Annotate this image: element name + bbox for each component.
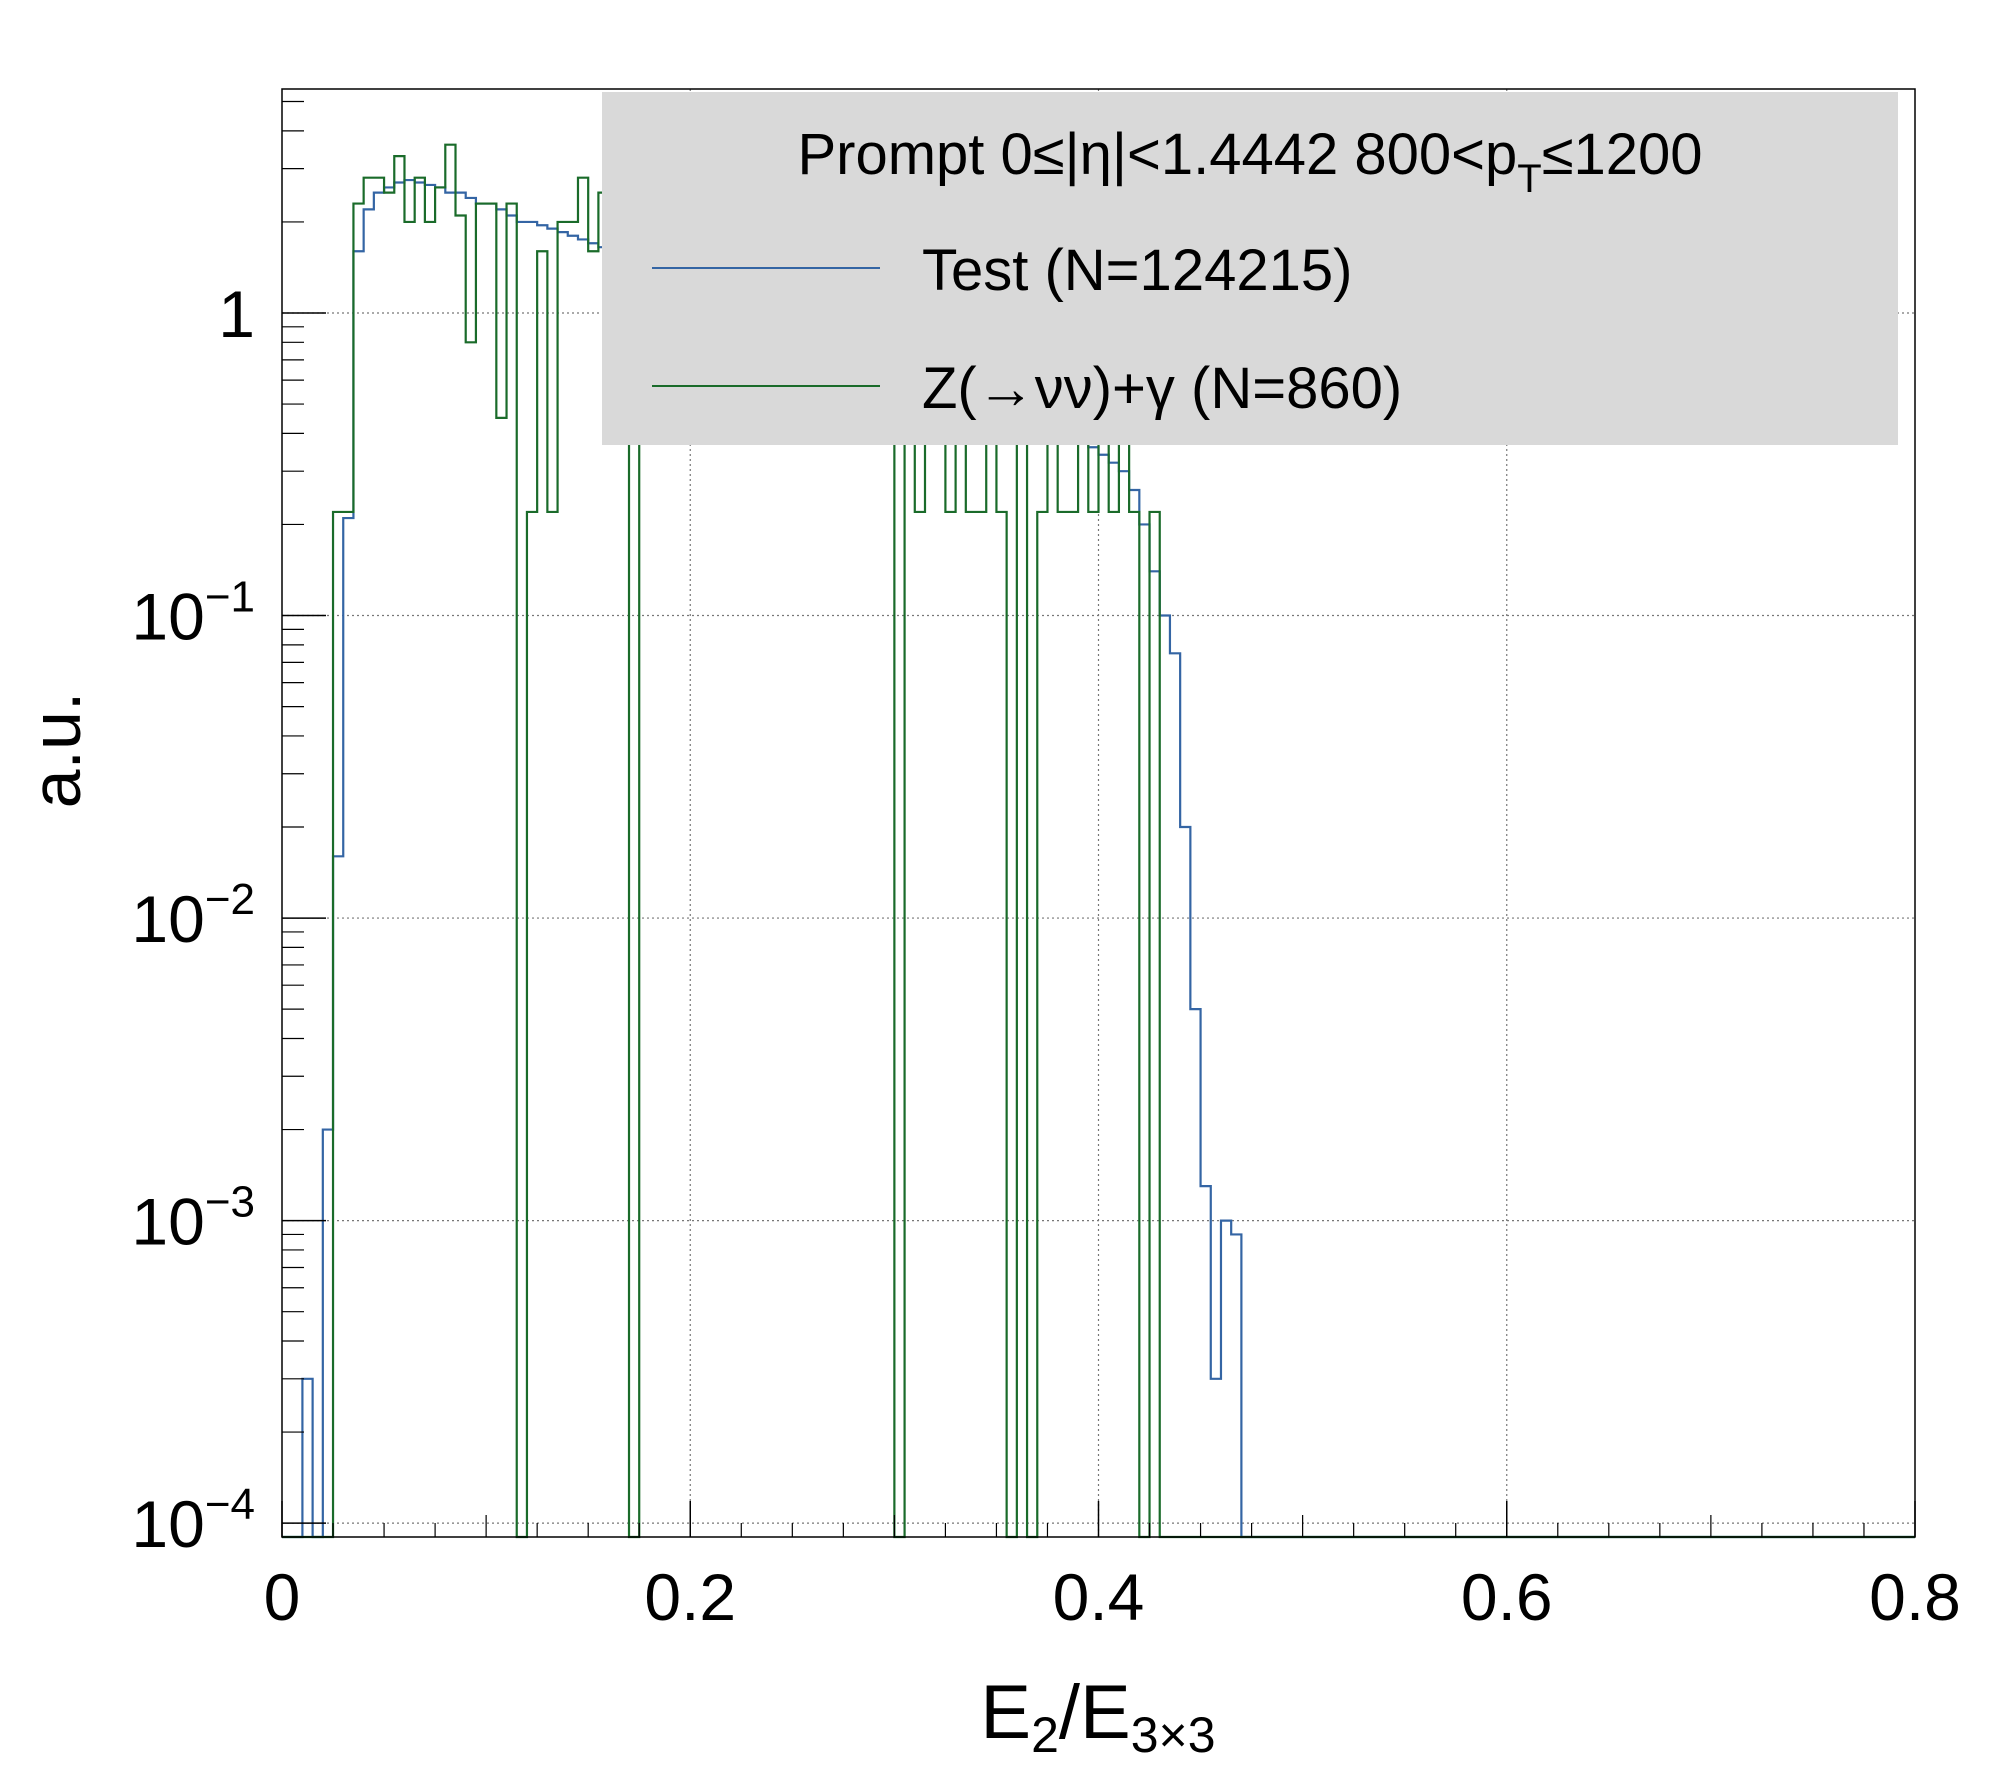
y-axis-title: a.u. bbox=[17, 692, 95, 809]
y-tick-label: 10−2 bbox=[131, 875, 255, 956]
x-tick-label: 0.6 bbox=[1461, 1560, 1553, 1634]
x-tick-label: 0.8 bbox=[1869, 1560, 1961, 1634]
x-axis-title: E2/E3×3 bbox=[980, 1670, 1215, 1763]
x-tick-label: 0.4 bbox=[1053, 1560, 1145, 1634]
x-tick-label: 0.2 bbox=[644, 1560, 736, 1634]
legend-header: Prompt 0≤|η|<1.4442 800<pT≤1200 bbox=[797, 122, 1702, 201]
legend-label-test: Test (N=124215) bbox=[922, 238, 1352, 303]
x-tick-label: 0 bbox=[264, 1560, 301, 1634]
axis-ticks bbox=[281, 100, 1916, 1538]
y-tick-label: 1 bbox=[218, 277, 255, 351]
axis-tick-labels: 0 0.2 0.4 0.6 0.8 1 10−1 10−2 10−3 10−4 bbox=[131, 277, 1960, 1634]
y-tick-label: 10−1 bbox=[131, 573, 255, 654]
legend-label-zvvg: Z(→νν)+γ (N=860) bbox=[922, 356, 1402, 421]
legend: Prompt 0≤|η|<1.4442 800<pT≤1200 Test (N=… bbox=[602, 92, 1898, 445]
y-tick-label: 10−4 bbox=[131, 1480, 255, 1561]
y-tick-label: 10−3 bbox=[131, 1178, 255, 1259]
